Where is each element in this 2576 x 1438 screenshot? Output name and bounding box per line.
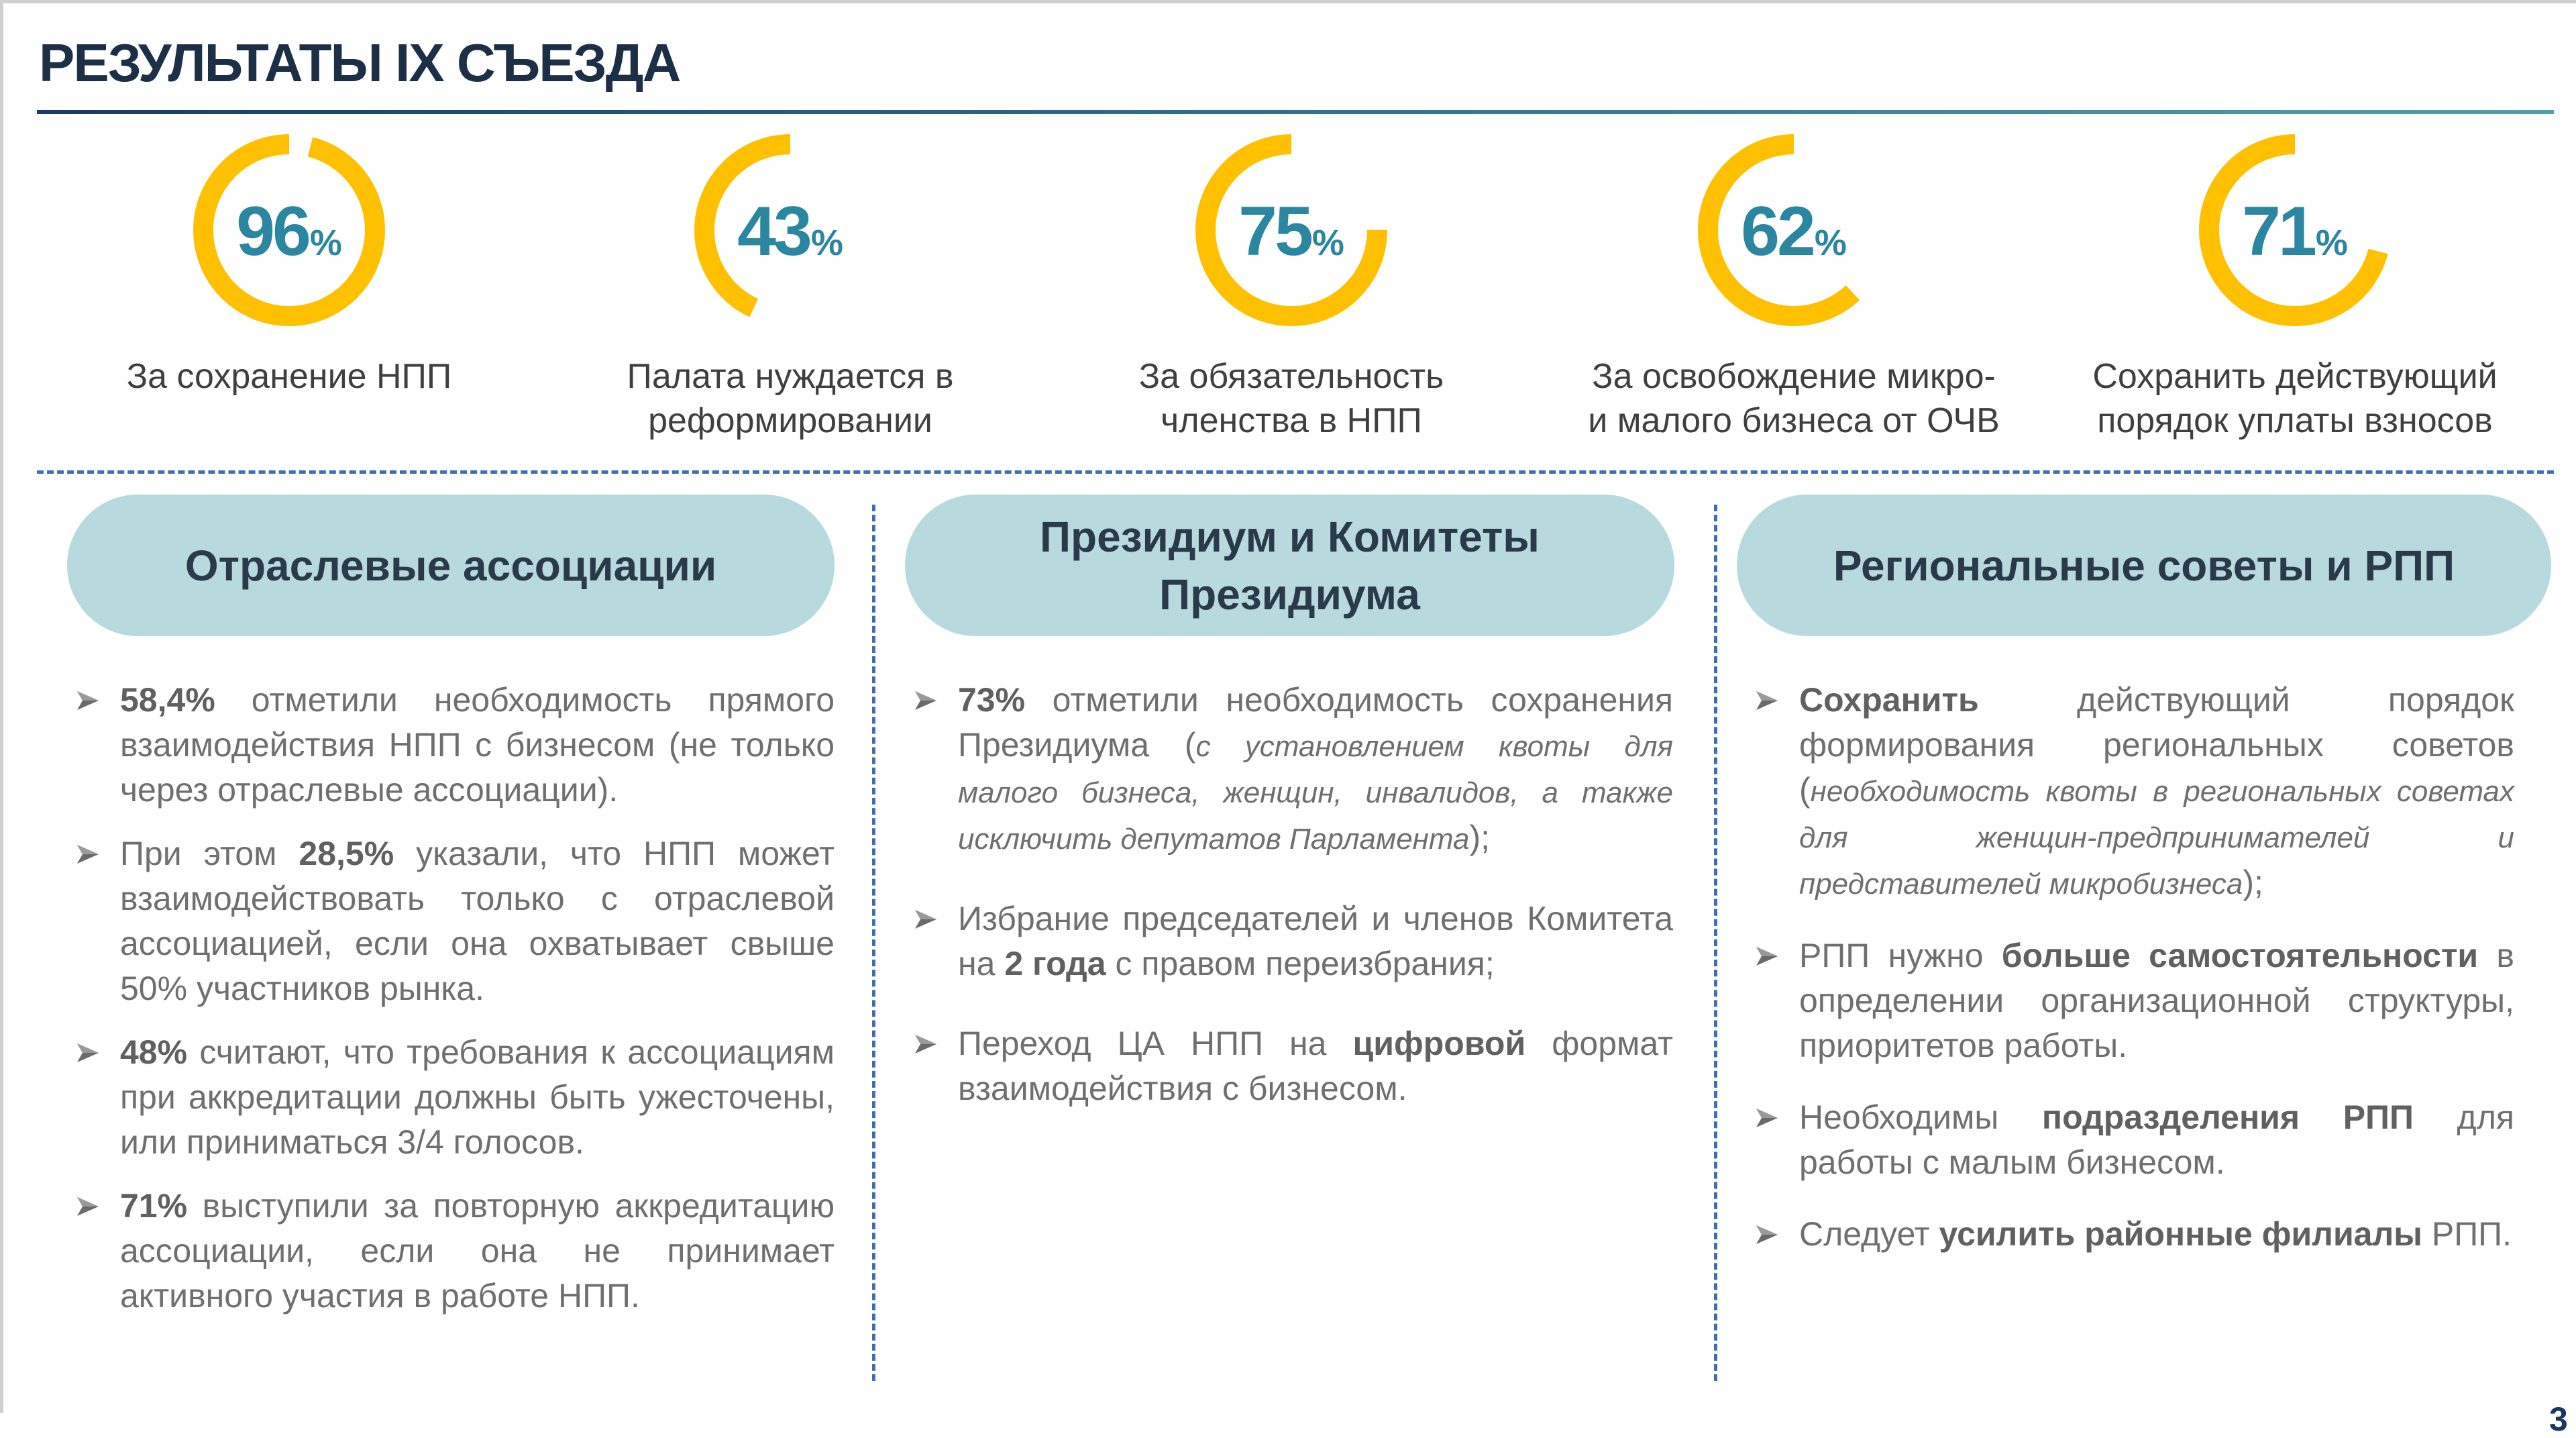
column-heading-associations: Отраслевые ассоциации [67, 495, 835, 636]
donut-ring-icon [2198, 133, 2392, 327]
column-presidium: 73% отметили необходимость сохранения Пр… [915, 678, 1673, 1130]
bullet-item: РПП нужно больше самостоятельности в опр… [1756, 933, 2514, 1068]
stat-label: За обязательность членства в НПП [1138, 357, 1444, 440]
slide-frame-left [0, 0, 3, 1413]
stat-value: 71% [2242, 193, 2348, 270]
column-regional-councils: Сохранить действующий порядок формирован… [1756, 678, 2514, 1276]
column-divider [872, 505, 875, 1381]
page-title: РЕЗУЛЬТАТЫ IX СЪЕЗДА [39, 33, 681, 93]
arrow-bullet-icon [73, 1030, 107, 1075]
page-number: 3 [2549, 1400, 2568, 1438]
arrow-bullet-icon [911, 1021, 945, 1066]
donut-ring-icon [693, 133, 888, 327]
bullet-item: Избрание председателей и членов Комитета… [915, 896, 1673, 986]
stat-value: 43% [737, 193, 843, 270]
column-heading-regional-councils: Региональные советы и РПП [1737, 495, 2551, 636]
column-divider [1714, 505, 1717, 1381]
bullet-item: При этом 28,5% указали, что НПП может вз… [77, 831, 835, 1011]
title-underline [37, 110, 2554, 114]
stat-label: За сохранение НПП [126, 357, 452, 396]
bullet-item: 73% отметили необходимость сохранения Пр… [915, 678, 1673, 862]
arrow-bullet-icon [911, 896, 945, 941]
section-divider-horizontal [37, 470, 2554, 474]
donut-ring-icon [1194, 133, 1389, 327]
donut-ring-icon [192, 133, 386, 327]
slide-frame-top [0, 0, 2576, 3]
stat-value: 96% [236, 193, 342, 270]
bullet-item: 71% выступили за повторную аккредитацию … [77, 1184, 835, 1319]
bullet-item: 48% считают, что требования к ассоциация… [77, 1030, 835, 1165]
arrow-bullet-icon [911, 678, 945, 723]
arrow-bullet-icon [1752, 933, 1786, 978]
arrow-bullet-icon [73, 678, 107, 723]
arrow-bullet-icon [73, 1184, 107, 1229]
arrow-bullet-icon [1752, 678, 1786, 723]
donut-ring-icon [1697, 133, 1891, 327]
stat-label: Палата нуждается в реформировании [627, 357, 954, 440]
arrow-bullet-icon [1752, 1212, 1786, 1257]
bullet-item: Необходимы подразделения РПП для работы … [1756, 1095, 2514, 1185]
bullet-item: Переход ЦА НПП на цифровой формат взаимо… [915, 1021, 1673, 1111]
stat-value: 62% [1741, 193, 1847, 270]
bullet-item: Следует усилить районные филиалы РПП. [1756, 1212, 2514, 1257]
stat-label: За освобождение микро-и малого бизнеса о… [1588, 357, 2000, 440]
bullet-item: 58,4% отметили необходимость прямого вза… [77, 678, 835, 813]
bullet-item: Сохранить действующий порядок формирован… [1756, 678, 2514, 907]
arrow-bullet-icon [1752, 1095, 1786, 1140]
stat-value: 75% [1238, 193, 1344, 270]
arrow-bullet-icon [73, 831, 107, 876]
column-associations: 58,4% отметили необходимость прямого вза… [77, 678, 835, 1337]
stat-label: Сохранить действующий порядок уплаты взно… [2092, 357, 2498, 440]
column-heading-presidium: Президиум и Комитеты Президиума [905, 495, 1674, 636]
